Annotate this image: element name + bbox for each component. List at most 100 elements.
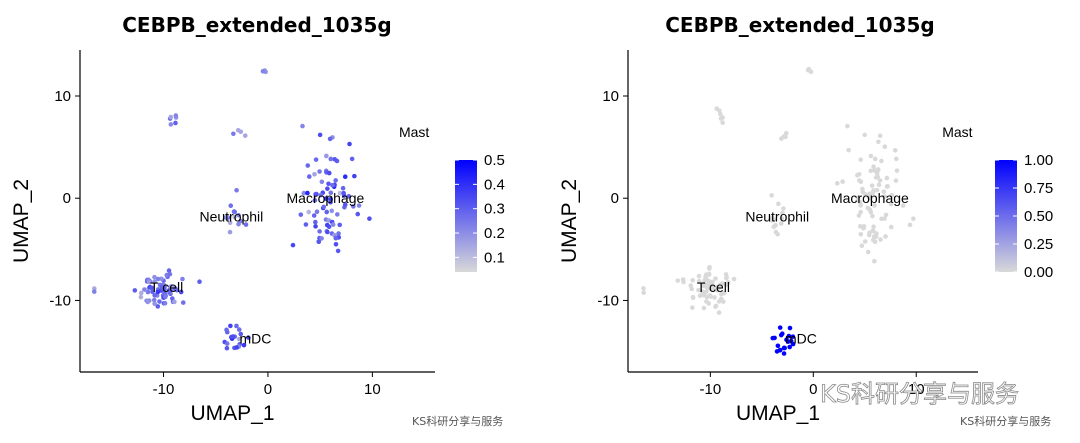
data-point	[884, 175, 890, 181]
data-point	[715, 288, 720, 293]
data-point	[303, 222, 309, 227]
data-point	[336, 231, 341, 236]
data-point	[172, 299, 177, 305]
data-point	[173, 286, 178, 291]
data-point	[138, 290, 144, 296]
data-point	[314, 209, 320, 215]
data-point	[355, 211, 361, 217]
legend-tick-label: 0.4	[484, 176, 505, 193]
chart-title: CEBPB_extended_1035g	[665, 13, 935, 37]
data-point	[773, 229, 779, 235]
x-axis-title: UMAP_1	[736, 402, 820, 425]
data-point	[893, 178, 899, 183]
data-point	[769, 193, 774, 198]
data-point	[228, 203, 234, 208]
data-point	[872, 156, 878, 162]
data-point	[342, 202, 348, 207]
data-point	[327, 136, 333, 142]
data-point	[333, 235, 339, 241]
data-point	[707, 286, 713, 291]
data-point	[325, 186, 330, 191]
data-point	[717, 282, 723, 288]
legend-tick-label: 0.2	[484, 225, 505, 242]
data-point	[230, 334, 236, 339]
data-point	[641, 290, 646, 295]
data-point	[776, 201, 781, 207]
data-point	[707, 264, 712, 270]
legend-tick-label: 0.50	[1024, 208, 1053, 225]
cluster-label: Macrophage	[286, 190, 364, 206]
data-point	[711, 286, 716, 292]
data-point	[866, 194, 871, 200]
data-point	[877, 133, 883, 139]
data-point	[858, 209, 863, 215]
data-point	[313, 224, 318, 229]
data-point	[168, 122, 174, 127]
data-point	[290, 242, 296, 248]
data-point	[227, 229, 233, 235]
data-point	[312, 198, 318, 203]
data-point	[243, 222, 249, 227]
y-tick-label: 10	[602, 88, 619, 105]
data-point	[169, 283, 174, 289]
data-point	[342, 174, 348, 180]
data-point	[145, 299, 151, 305]
data-point	[858, 231, 864, 237]
data-point	[787, 325, 793, 331]
data-point	[865, 249, 871, 255]
data-point	[333, 241, 339, 247]
data-point	[882, 194, 887, 199]
data-point	[782, 345, 787, 351]
data-point	[889, 192, 895, 198]
data-point	[238, 331, 244, 337]
data-point	[317, 229, 322, 234]
data-point	[298, 212, 304, 217]
data-point	[180, 276, 185, 282]
data-point	[305, 190, 310, 196]
data-point	[778, 221, 784, 226]
data-point	[888, 201, 894, 207]
data-point	[232, 214, 237, 220]
data-point	[772, 335, 777, 341]
data-point	[324, 209, 330, 215]
umap-panel-right: CEBPB_extended_1035g -10 0 10 10 0 -10 UMAP_1 UM…	[558, 13, 1053, 425]
data-point	[720, 115, 725, 120]
data-point	[224, 345, 230, 351]
data-point	[166, 268, 172, 273]
legend-tick-label: 0.1	[484, 249, 505, 266]
data-point	[641, 286, 646, 291]
legend-tick-label: 0.5	[484, 152, 505, 169]
data-point	[246, 335, 251, 340]
data-point	[333, 178, 338, 183]
data-point	[324, 222, 330, 228]
data-point	[723, 272, 729, 277]
data-point	[883, 234, 888, 239]
data-point	[868, 153, 874, 159]
legend-tick-label: 1.00	[1024, 152, 1053, 169]
data-point	[347, 141, 352, 147]
data-point	[305, 163, 311, 168]
color-legend-bar	[995, 160, 1017, 272]
data-point	[157, 299, 162, 304]
data-point	[704, 299, 709, 304]
data-point	[883, 212, 889, 218]
x-axis-title: UMAP_1	[190, 402, 274, 425]
y-tick-label: 10	[54, 88, 71, 105]
data-point	[155, 289, 161, 295]
data-point	[312, 171, 317, 177]
cluster-label: T cell	[150, 279, 183, 295]
watermark-text-left: KS科研分享与服务	[412, 414, 503, 428]
data-point	[142, 287, 147, 292]
data-point	[311, 213, 317, 218]
data-point	[346, 194, 352, 199]
data-point	[152, 301, 157, 306]
legend-tick-label: 0.25	[1024, 236, 1053, 253]
data-point	[862, 132, 868, 138]
data-point	[790, 334, 796, 339]
data-point	[337, 190, 343, 196]
data-point	[178, 289, 184, 295]
data-point	[703, 272, 709, 277]
data-point	[324, 153, 329, 159]
cluster-label: Mast	[399, 124, 429, 140]
